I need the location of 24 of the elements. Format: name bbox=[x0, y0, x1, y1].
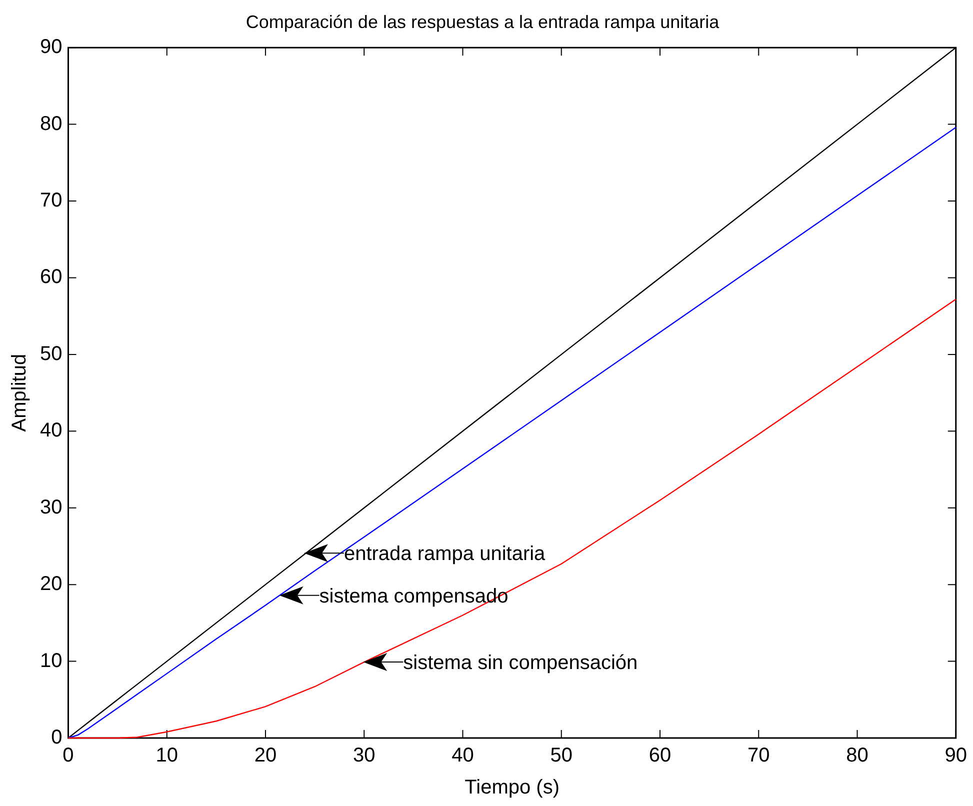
x-tick-label: 80 bbox=[846, 744, 868, 767]
x-tick-label: 30 bbox=[353, 744, 376, 767]
x-tick-label: 50 bbox=[550, 744, 572, 767]
y-tick-label: 20 bbox=[40, 573, 62, 596]
chart-title: Comparación de las respuestas a la entrada rampa unitaria bbox=[246, 12, 720, 32]
x-tick-label: 60 bbox=[648, 744, 672, 767]
y-tick-label: 80 bbox=[40, 112, 62, 135]
y-tick-label: 70 bbox=[40, 190, 62, 212]
y-axis-title: Amplitud bbox=[8, 354, 31, 432]
x-tick-label: 40 bbox=[452, 744, 474, 767]
y-tick-label: 50 bbox=[40, 342, 62, 365]
x-tick-label: 70 bbox=[748, 744, 770, 767]
y-tick-label: 10 bbox=[40, 650, 62, 672]
y-tick-label: 90 bbox=[40, 36, 62, 58]
y-tick-label: 40 bbox=[40, 420, 62, 442]
y-tick-label: 60 bbox=[40, 266, 62, 288]
annotation: sistema sin compensación bbox=[403, 652, 638, 674]
y-tick-label: 0 bbox=[51, 726, 62, 749]
x-tick-label: 90 bbox=[944, 744, 967, 767]
x-axis-title: Tiempo (s) bbox=[464, 776, 560, 799]
y-tick-label: 30 bbox=[40, 496, 62, 518]
annotation: entrada rampa unitaria bbox=[344, 543, 546, 566]
x-tick-label: 20 bbox=[254, 744, 277, 767]
x-tick-label: 10 bbox=[156, 744, 178, 767]
